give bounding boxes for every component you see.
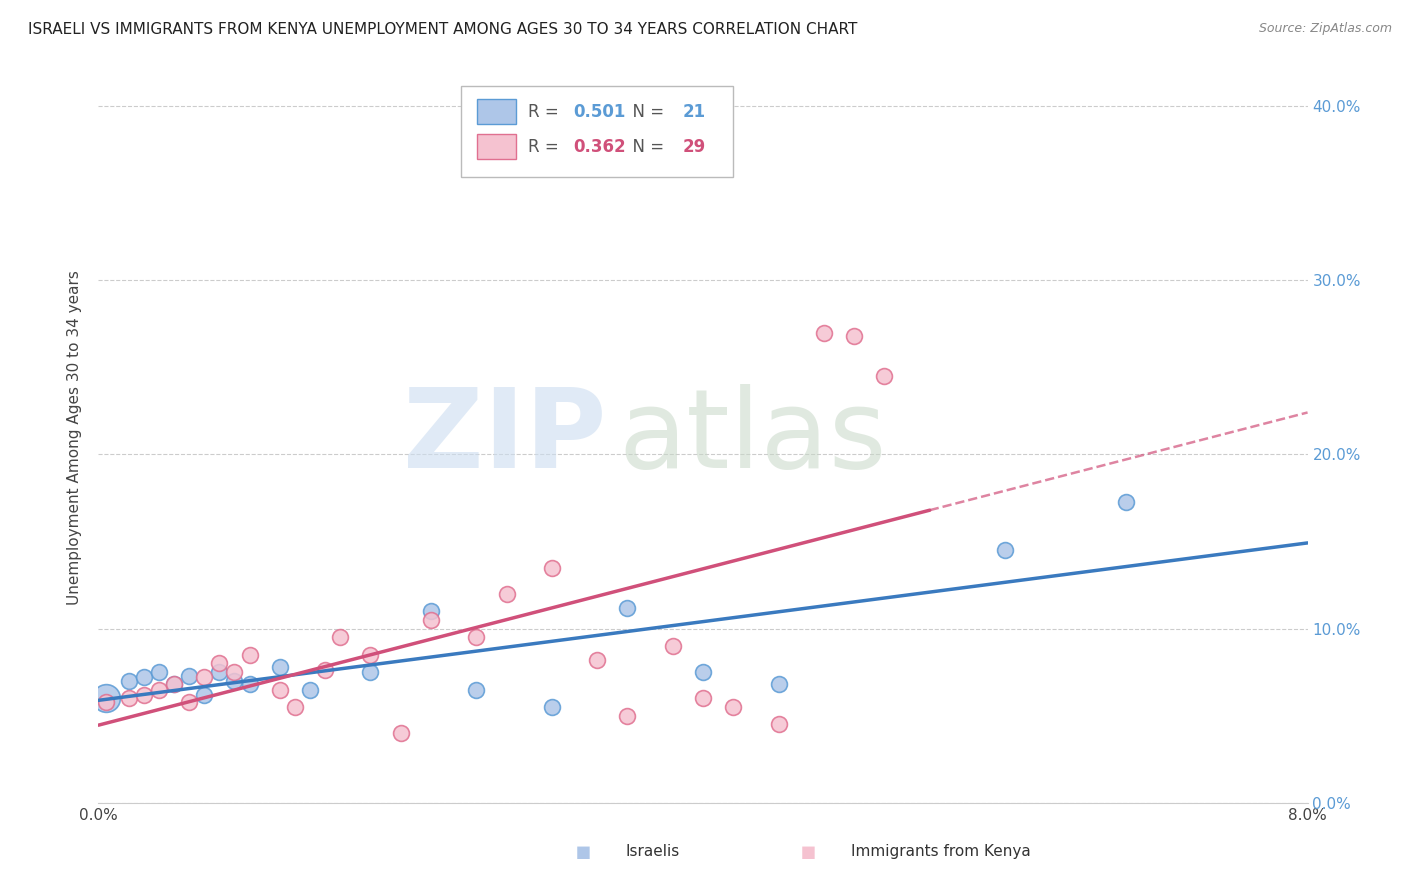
Point: [299, 682, 322, 697]
Text: Immigrants from Kenya: Immigrants from Kenya: [851, 845, 1031, 859]
Point: [692, 665, 714, 680]
Point: [813, 326, 835, 340]
Point: [616, 708, 638, 723]
Point: [118, 691, 141, 706]
Point: [420, 613, 443, 627]
Text: ZIP: ZIP: [404, 384, 606, 491]
Point: [132, 670, 155, 684]
Point: [1115, 494, 1137, 508]
Point: [132, 688, 155, 702]
Text: R =: R =: [527, 103, 564, 120]
Text: atlas: atlas: [619, 384, 887, 491]
Text: R =: R =: [527, 137, 564, 156]
Point: [179, 668, 201, 682]
FancyBboxPatch shape: [477, 99, 516, 124]
Point: [239, 677, 262, 691]
FancyBboxPatch shape: [461, 86, 734, 178]
Text: ▪: ▪: [800, 840, 817, 863]
Point: [844, 329, 866, 343]
Point: [586, 653, 609, 667]
Point: [269, 660, 291, 674]
Point: [193, 688, 215, 702]
Point: [540, 700, 562, 714]
Point: [94, 691, 117, 706]
Text: N =: N =: [621, 103, 669, 120]
Point: [329, 631, 352, 645]
Text: 29: 29: [682, 137, 706, 156]
Point: [360, 648, 382, 662]
Point: [224, 673, 246, 688]
Text: N =: N =: [621, 137, 669, 156]
Point: [148, 682, 170, 697]
Point: [208, 657, 231, 671]
FancyBboxPatch shape: [477, 135, 516, 159]
Point: [148, 665, 170, 680]
Text: 0.362: 0.362: [574, 137, 626, 156]
Point: [208, 665, 231, 680]
Point: [540, 560, 562, 574]
Y-axis label: Unemployment Among Ages 30 to 34 years: Unemployment Among Ages 30 to 34 years: [67, 269, 83, 605]
Point: [420, 604, 443, 618]
Point: [94, 695, 117, 709]
Point: [179, 695, 201, 709]
Point: [269, 682, 291, 697]
Point: [239, 648, 262, 662]
Point: [465, 682, 488, 697]
Point: [768, 717, 790, 731]
Point: [723, 700, 745, 714]
Point: [163, 677, 186, 691]
Point: [284, 700, 307, 714]
Point: [465, 631, 488, 645]
Point: [314, 664, 336, 678]
Point: [118, 673, 141, 688]
Text: ▪: ▪: [575, 840, 592, 863]
Point: [389, 726, 412, 740]
Point: [224, 665, 246, 680]
Point: [616, 600, 638, 615]
Point: [360, 665, 382, 680]
Point: [994, 543, 1017, 558]
Text: 21: 21: [682, 103, 706, 120]
Text: ISRAELI VS IMMIGRANTS FROM KENYA UNEMPLOYMENT AMONG AGES 30 TO 34 YEARS CORRELAT: ISRAELI VS IMMIGRANTS FROM KENYA UNEMPLO…: [28, 22, 858, 37]
Text: Israelis: Israelis: [626, 845, 681, 859]
Point: [873, 369, 896, 384]
Point: [661, 639, 683, 653]
Point: [692, 691, 714, 706]
Point: [193, 670, 215, 684]
Point: [495, 587, 517, 601]
Point: [768, 677, 790, 691]
Point: [163, 677, 186, 691]
Text: Source: ZipAtlas.com: Source: ZipAtlas.com: [1258, 22, 1392, 36]
Text: 0.501: 0.501: [574, 103, 626, 120]
